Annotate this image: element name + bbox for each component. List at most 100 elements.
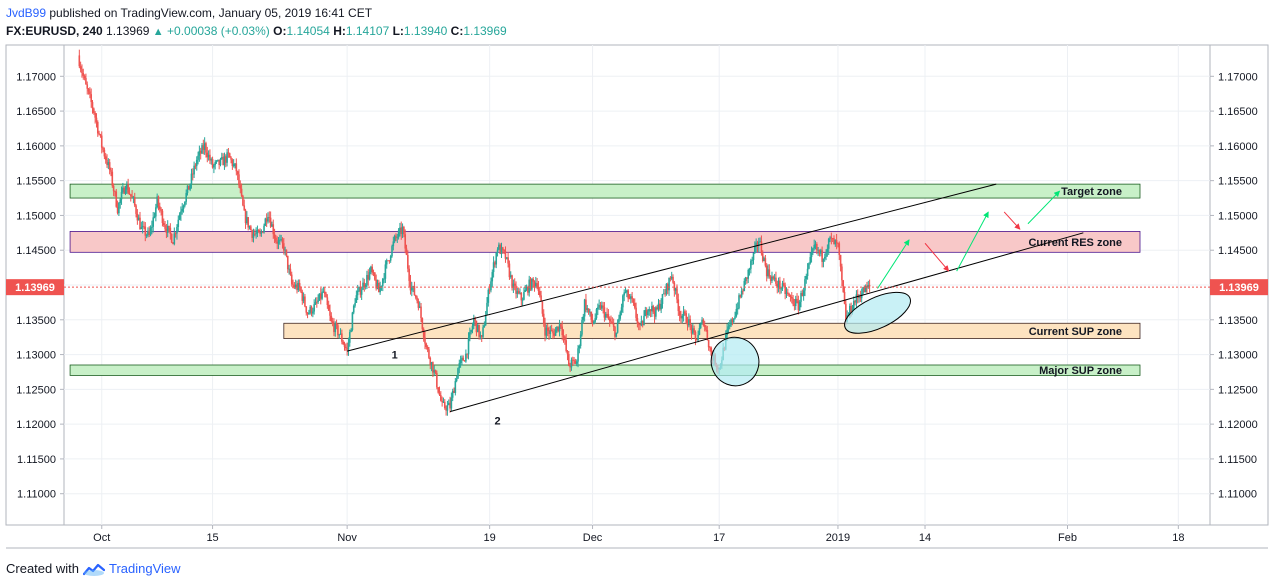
candle-body	[338, 334, 341, 336]
candle-body	[512, 283, 515, 288]
candle-body	[83, 75, 86, 78]
current-price-tag-left	[6, 279, 64, 296]
candle-body	[408, 268, 410, 281]
candle-body	[693, 328, 695, 332]
candle-body	[496, 249, 499, 253]
candle-body	[575, 361, 578, 364]
forecast-arrow-up	[1027, 190, 1061, 225]
candle-body	[628, 298, 631, 300]
candle-body	[614, 326, 616, 337]
candle-body	[189, 183, 191, 190]
author-name[interactable]: JvdB99	[6, 6, 47, 20]
open-value: 1.14054	[286, 24, 330, 38]
candle-body	[103, 149, 106, 157]
candle-body	[463, 360, 466, 362]
candle-body	[426, 346, 429, 350]
candle-body	[570, 359, 573, 368]
candle-body	[548, 330, 550, 334]
candle-body	[210, 159, 213, 161]
candle-body	[302, 296, 305, 301]
candle-body	[285, 249, 288, 256]
candle-body	[471, 325, 474, 331]
candle-body	[222, 157, 224, 166]
candle-body	[863, 287, 866, 293]
candle-body	[480, 335, 483, 337]
candle-body	[507, 257, 509, 264]
candle-body	[305, 306, 308, 313]
forecast-arrow-down	[924, 242, 950, 272]
candle-body	[135, 205, 137, 214]
candle-body	[825, 252, 827, 257]
candle-body	[352, 305, 355, 313]
candle-body	[126, 184, 128, 190]
candle-body	[769, 276, 772, 281]
candle-body	[784, 285, 786, 294]
candle-body	[294, 284, 297, 288]
candle-body	[286, 255, 289, 270]
candle-body	[300, 287, 302, 292]
candle-body	[610, 321, 612, 323]
candle-body	[804, 279, 806, 291]
candle-body	[433, 369, 436, 373]
candle-body	[781, 283, 784, 289]
candle-body	[170, 234, 173, 243]
candle-body	[221, 157, 223, 159]
candle-body	[86, 84, 89, 89]
candle-body	[193, 165, 195, 175]
candle-body	[343, 344, 346, 347]
candle-body	[852, 301, 855, 310]
candle-body	[201, 145, 203, 154]
candle-body	[297, 283, 300, 291]
candle-body	[475, 320, 478, 333]
candle-body	[337, 325, 339, 336]
candle-body	[776, 283, 779, 288]
highlight-ellipse	[844, 291, 911, 334]
candle-body	[764, 258, 767, 266]
candle-body	[630, 296, 632, 299]
candle-body	[108, 162, 111, 171]
candle-body	[483, 325, 486, 328]
candle-body	[665, 283, 668, 294]
candle-body	[586, 308, 589, 310]
zone-label: Current RES zone	[1028, 237, 1122, 249]
candle-body	[826, 248, 829, 253]
forecast-arrow-up	[877, 239, 910, 289]
candle-body	[561, 326, 564, 336]
candle-body	[248, 226, 251, 228]
candle-body	[529, 279, 532, 290]
candle-body	[523, 292, 525, 300]
candle-body	[513, 283, 516, 286]
tradingview-brand[interactable]: TradingView	[108, 561, 181, 576]
candle-body	[131, 195, 133, 198]
candle-body	[590, 311, 593, 320]
candle-body	[323, 291, 326, 294]
candle-body	[688, 319, 690, 326]
candle-body	[96, 122, 99, 134]
candle-body	[106, 159, 108, 166]
candle-body	[350, 329, 352, 333]
candle-body	[631, 296, 633, 300]
candle-body	[487, 289, 490, 303]
candle-body	[145, 235, 148, 236]
candle-body	[484, 315, 487, 326]
candle-body	[432, 362, 434, 373]
candle-body	[219, 158, 222, 165]
candle-body	[172, 242, 174, 245]
candle-body	[632, 299, 635, 303]
y-tick-label-left: 1.11000	[17, 489, 56, 501]
candle-body	[509, 275, 512, 278]
candle-body	[425, 343, 428, 347]
candle-body	[424, 337, 426, 344]
candle-body	[616, 322, 619, 333]
y-tick-label-left: 1.17000	[16, 71, 56, 83]
candle-body	[417, 300, 420, 308]
candle-body	[217, 159, 219, 161]
candle-body	[304, 296, 306, 307]
candle-body	[341, 333, 343, 342]
candle-body	[473, 318, 475, 326]
candle-body	[728, 325, 731, 327]
candle-body	[102, 147, 104, 150]
candle-body	[91, 102, 94, 109]
zone-rect	[69, 231, 1141, 253]
